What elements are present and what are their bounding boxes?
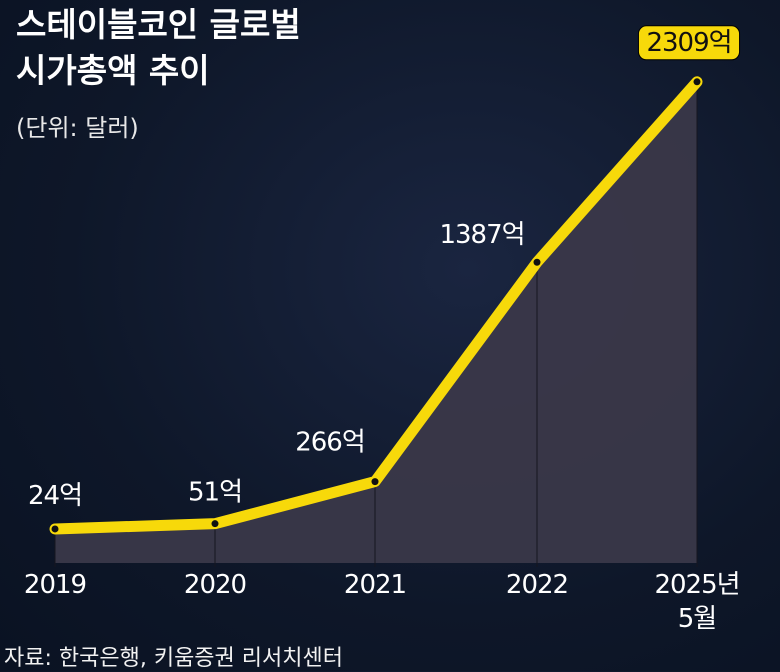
title-line: 스테이블코인 글로벌 <box>16 5 301 44</box>
highlight-label: 2309억 <box>637 25 741 61</box>
point <box>371 478 379 486</box>
x-tick-label: 2020 <box>183 570 247 600</box>
area <box>55 81 697 564</box>
value-label: 51억 <box>188 478 242 508</box>
value-label: 1387억 <box>439 220 524 250</box>
chart-title: 스테이블코인 글로벌 시가총액 추이 <box>16 2 301 94</box>
point <box>693 78 701 86</box>
value-label: 2309억 <box>646 28 731 58</box>
point <box>211 520 219 528</box>
point <box>533 258 541 266</box>
source: 자료: 한국은행, 키움증권 리서치센터 <box>4 646 343 671</box>
label-box <box>637 25 741 61</box>
subtitle: (단위: 달러) <box>16 114 139 142</box>
value-label: 24억 <box>28 481 82 511</box>
x-tick-label: 2021 <box>343 570 407 600</box>
x-tick-label: 2022 <box>505 570 569 600</box>
title-line: 시가총액 추이 <box>16 51 210 90</box>
x-tick-label: 2019 <box>23 570 87 600</box>
x-tick-label: 2025년 5월 <box>654 570 740 634</box>
value-label: 266억 <box>295 428 365 458</box>
point <box>51 525 59 533</box>
